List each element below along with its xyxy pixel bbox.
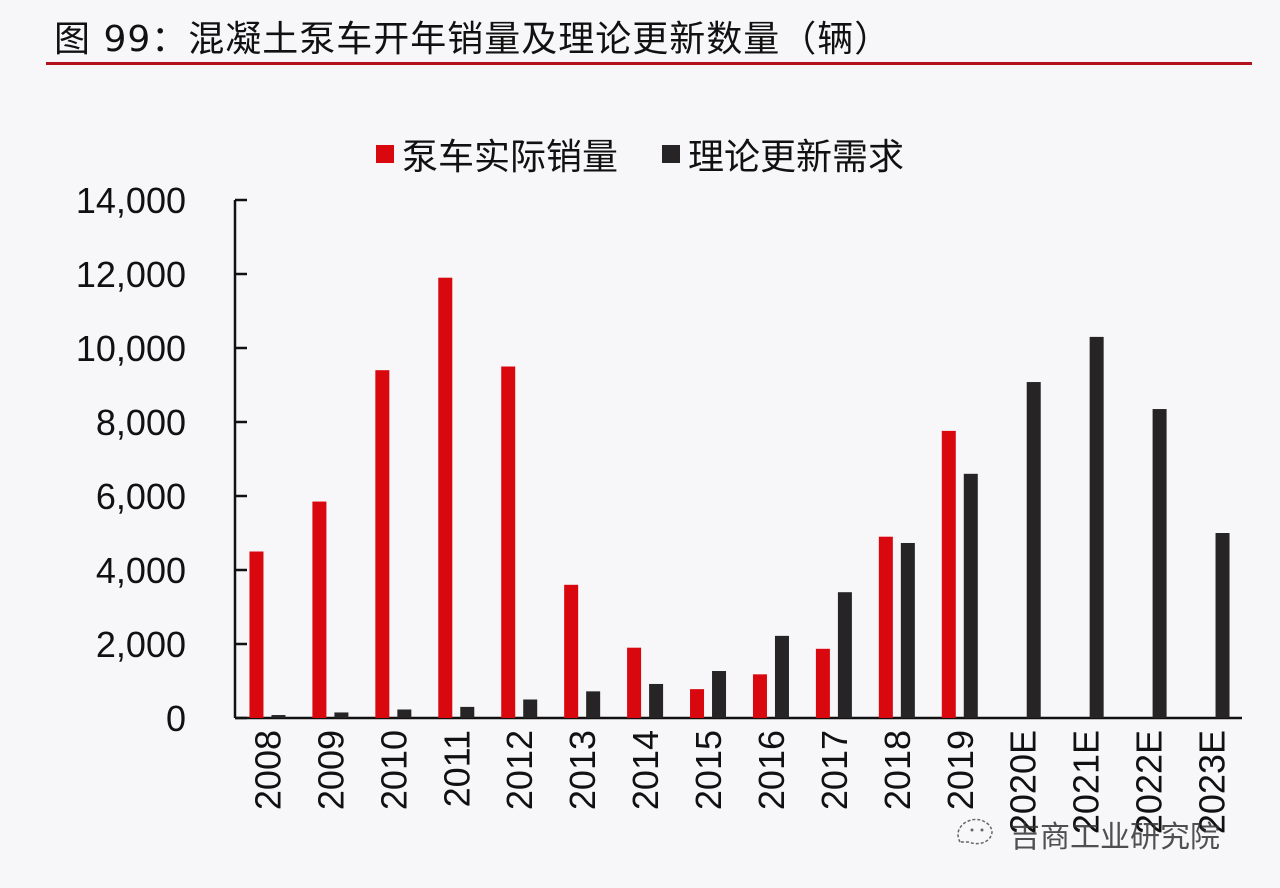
- bar-actual: [438, 277, 453, 718]
- x-tick-label: 2017: [814, 730, 855, 810]
- bar-actual: [627, 647, 642, 718]
- legend-label: 理论更新需求: [688, 137, 905, 178]
- y-tick-label: 4,000: [96, 550, 186, 591]
- bar-theory: [460, 706, 475, 718]
- legend-swatch-red: [375, 145, 394, 163]
- bar-theory: [712, 671, 727, 718]
- bar-actual: [501, 366, 516, 718]
- x-tick-label: 2013: [562, 730, 603, 810]
- bar-theory: [649, 683, 664, 718]
- y-tick-label: 6,000: [96, 476, 186, 517]
- bar-actual: [312, 501, 327, 718]
- x-tick-label: 2019: [940, 730, 981, 810]
- bar-actual: [564, 584, 579, 718]
- x-tick-label: 2008: [247, 730, 288, 810]
- bar-theory: [523, 699, 538, 718]
- x-tick-label: 2018: [877, 730, 918, 810]
- bar-theory: [837, 592, 852, 718]
- bar-theory: [963, 473, 978, 718]
- bar-theory: [900, 542, 915, 718]
- bar-theory: [1089, 336, 1104, 718]
- bar-theory: [1152, 409, 1167, 718]
- chart-legend: 泵车实际销量 理论更新需求: [0, 128, 1280, 180]
- watermark-text: 吉商工业研究院: [1010, 820, 1220, 855]
- x-tick-label: 2010: [373, 730, 414, 810]
- bar-theory: [271, 715, 286, 718]
- bar-theory: [334, 712, 349, 718]
- x-tick-label: 2012: [499, 730, 540, 810]
- title-divider: [46, 62, 1252, 65]
- bar-theory: [397, 709, 412, 718]
- x-tick-label: 2009: [310, 730, 351, 810]
- bar-actual: [249, 551, 264, 718]
- bar-actual: [690, 689, 705, 718]
- x-tick-label: 2014: [625, 730, 666, 810]
- y-tick-label: 8,000: [96, 402, 186, 443]
- x-tick-label: 2015: [688, 730, 729, 810]
- legend-swatch-dark: [662, 145, 680, 163]
- y-tick-label: 10,000: [76, 328, 186, 369]
- x-tick-label: 2021E: [1066, 730, 1107, 834]
- bar-theory: [1215, 533, 1230, 718]
- legend-label: 泵车实际销量: [401, 137, 618, 178]
- y-tick-label: 2,000: [96, 624, 186, 665]
- y-tick-label: 12,000: [76, 254, 186, 295]
- y-tick-label: 14,000: [76, 180, 186, 221]
- x-tick-label: 2020E: [1003, 730, 1044, 834]
- x-tick-label: 2022E: [1129, 730, 1170, 834]
- bar-actual: [815, 648, 830, 718]
- chart-title: 图 99：混凝土泵车开年销量及理论更新数量（辆）: [54, 19, 892, 60]
- wechat-icon: [957, 818, 993, 845]
- bar-theory: [586, 691, 601, 718]
- legend-item-theory: 理论更新需求: [662, 128, 904, 180]
- x-tick-label: 2016: [751, 730, 792, 810]
- x-tick-label: 2023E: [1192, 730, 1233, 834]
- bar-actual: [878, 536, 893, 718]
- bar-actual: [375, 370, 390, 718]
- bar-theory: [1026, 382, 1041, 718]
- x-tick-label: 2011: [436, 730, 477, 807]
- bar-theory: [774, 635, 789, 718]
- bar-actual: [941, 430, 956, 718]
- bar-actual: [752, 674, 767, 718]
- legend-item-actual: 泵车实际销量: [375, 128, 618, 180]
- y-tick-label: 0: [166, 698, 186, 739]
